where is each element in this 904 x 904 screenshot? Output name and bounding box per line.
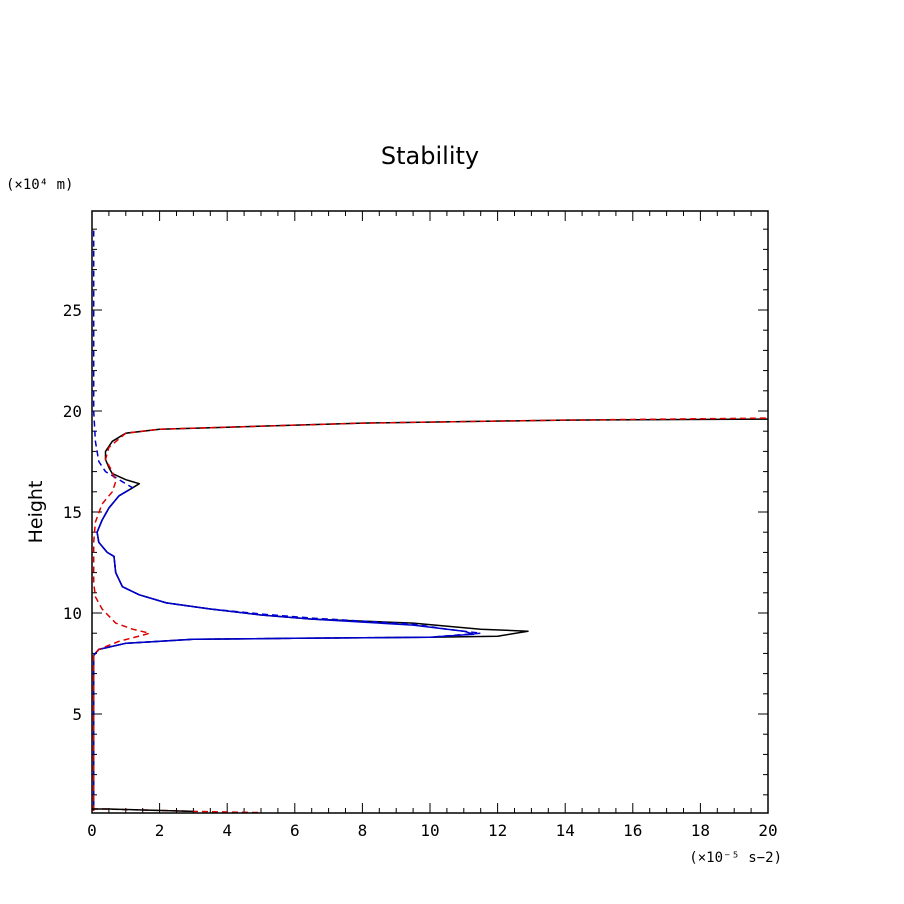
x-tick-label: 4	[222, 821, 232, 840]
y-tick-label: 10	[63, 604, 82, 623]
series-line-4	[92, 417, 769, 811]
y-tick-label: 25	[63, 301, 82, 320]
axis-ticks	[91, 211, 769, 813]
x-tick-label: 20	[758, 821, 777, 840]
y-axis-label: Height	[25, 481, 47, 544]
series-line-2	[92, 489, 475, 811]
x-tick-label: 2	[155, 821, 165, 840]
x-tick-label: 6	[290, 821, 300, 840]
x-tick-label: 0	[87, 821, 97, 840]
series-line-3	[92, 229, 482, 811]
y-tick-label: 15	[63, 503, 82, 522]
y-unit-label: (×10⁴ m)	[6, 177, 73, 193]
x-tick-label: 16	[623, 821, 642, 840]
x-tick-label: 10	[420, 821, 439, 840]
series-line-1	[92, 418, 769, 811]
x-unit-label: (×10⁻⁵ s−2)	[689, 850, 782, 866]
y-tick-label: 5	[72, 705, 82, 724]
x-tick-label: 14	[556, 821, 575, 840]
x-tick-label: 8	[358, 821, 368, 840]
chart-title: Stability	[381, 142, 479, 170]
series-layer	[92, 229, 769, 814]
x-tick-label: 18	[691, 821, 710, 840]
y-tick-label: 20	[63, 402, 82, 421]
plot-frame	[91, 210, 769, 814]
x-tick-label: 12	[488, 821, 507, 840]
series-line-6	[92, 808, 194, 813]
axis-tick-labels: 0 2 4 6 8 10 12 14 16 18 20 5 10 15 20 25	[63, 301, 778, 840]
